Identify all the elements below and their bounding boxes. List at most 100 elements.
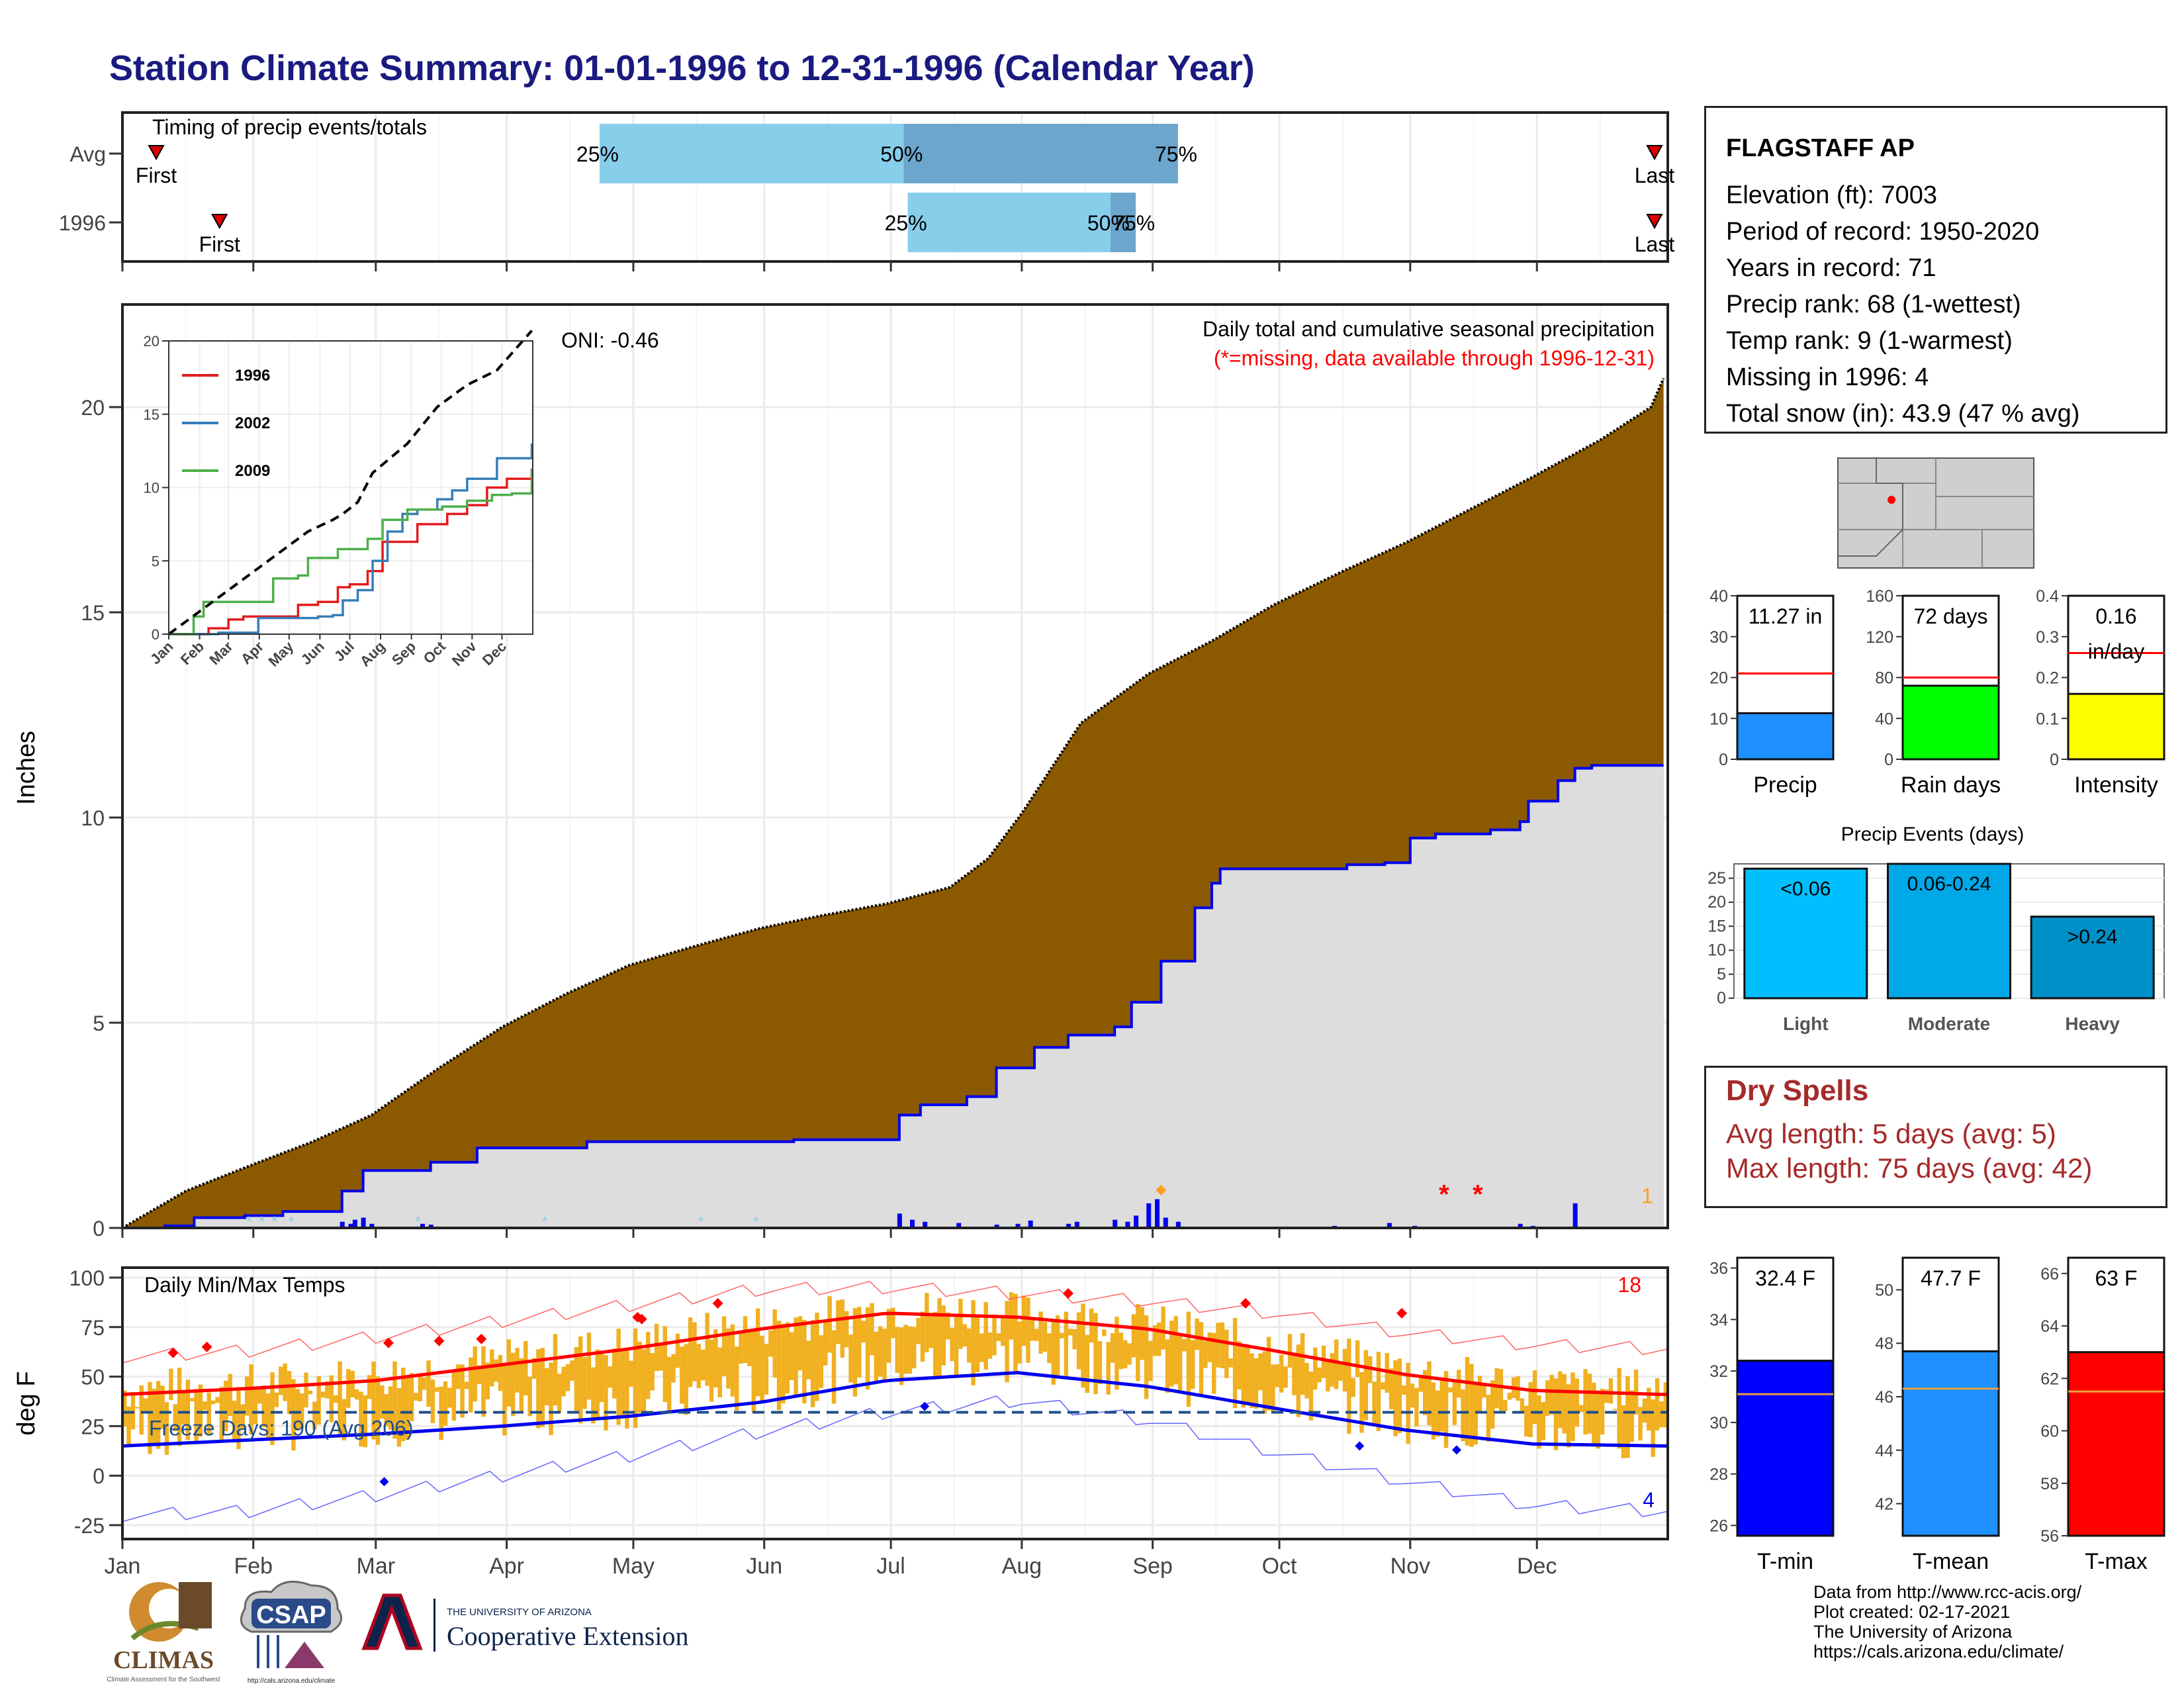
- extreme-count-label: 1: [1641, 1184, 1653, 1207]
- gauge-y-tick-label: 42: [1875, 1495, 1893, 1514]
- daily-temp-bar: [979, 1333, 984, 1362]
- daily-temp-bar: [629, 1360, 633, 1387]
- y-tick-label: 10: [81, 806, 105, 830]
- daily-temp-bar: [350, 1370, 355, 1398]
- daily-temp-bar: [1182, 1338, 1187, 1352]
- timing-first-label: First: [136, 164, 177, 187]
- daily-temp-bar: [1583, 1369, 1588, 1435]
- events-bar-label: >0.24: [2068, 926, 2118, 948]
- snow-marker: *: [542, 1213, 548, 1230]
- daily-precip-bar: [1113, 1219, 1118, 1228]
- daily-temp-bar: [451, 1369, 457, 1421]
- station-snow: Total snow (in): 43.9 (47 % avg): [1726, 400, 2080, 428]
- events-y-tick-label: 0: [1717, 989, 1726, 1008]
- daily-temp-bar: [443, 1381, 448, 1426]
- daily-temp-bar: [1532, 1370, 1537, 1425]
- daily-temp-bar: [772, 1309, 777, 1378]
- snow-marker: *: [698, 1213, 704, 1230]
- daily-temp-bar: [1659, 1401, 1664, 1428]
- daily-temp-bar: [1558, 1371, 1563, 1429]
- precip-gauges: 0 10 20 30 40 11.27 in Precip 0 40 80 120 160 72 day…: [1709, 587, 2165, 798]
- daily-temp-bar: [380, 1385, 385, 1419]
- temp-y-tick-label: 0: [93, 1464, 105, 1488]
- record-low-marker: [379, 1477, 389, 1487]
- daily-temp-bar: [1237, 1341, 1242, 1389]
- daily-temp-bar: [675, 1333, 680, 1368]
- missing-data-marker: *: [1439, 1180, 1449, 1209]
- daily-temp-bar: [135, 1407, 140, 1409]
- gauge-value-label: 72 days: [1913, 604, 1987, 628]
- record-low-marker: [1452, 1445, 1462, 1455]
- inset-x-tick-label: Apr: [238, 638, 267, 668]
- daily-temp-bar: [1136, 1303, 1140, 1382]
- daily-temp-bar: [654, 1323, 659, 1372]
- daily-temp-bar: [1304, 1362, 1309, 1399]
- daily-temp-bar: [595, 1349, 600, 1418]
- daily-temp-bar: [891, 1307, 895, 1338]
- daily-temp-bar: [405, 1376, 410, 1440]
- record-high-marker: [383, 1337, 394, 1348]
- daily-temp-bar: [1241, 1346, 1246, 1408]
- inset-legend-label: 2002: [235, 414, 270, 432]
- daily-temp-bar: [637, 1341, 642, 1413]
- gauge-label: T-mean: [1913, 1549, 1989, 1574]
- inset-y-tick-label: 0: [152, 626, 159, 643]
- gauge-y-tick-label: 0.4: [2036, 587, 2059, 606]
- daily-temp-bar: [1381, 1382, 1385, 1390]
- events-bar-label: 0.06-0.24: [1907, 873, 1991, 895]
- daily-temp-bar: [933, 1311, 938, 1377]
- daily-temp-bar: [929, 1316, 933, 1348]
- gauge-y-tick-label: 80: [1875, 669, 1893, 688]
- daily-precip-bar: [1163, 1217, 1168, 1228]
- daily-temp-bar: [253, 1386, 258, 1425]
- daily-temp-bar: [1131, 1314, 1136, 1358]
- daily-temp-bar: [810, 1320, 815, 1407]
- daily-temp-bar: [1246, 1347, 1250, 1403]
- daily-temp-bar: [333, 1395, 338, 1403]
- daily-temp-bar: [169, 1368, 173, 1400]
- daily-temp-bar: [962, 1324, 967, 1347]
- climas-logo-text: CLIMAS: [113, 1646, 214, 1674]
- daily-temp-bar: [1076, 1312, 1081, 1370]
- daily-temp-bar: [1258, 1353, 1263, 1391]
- daily-temp-bar: [1313, 1347, 1318, 1390]
- daily-temp-bar: [1363, 1350, 1369, 1421]
- daily-temp-bar: [422, 1377, 427, 1390]
- gauge-y-tick-label: 0: [1884, 751, 1893, 769]
- events-y-tick-label: 20: [1707, 893, 1726, 912]
- daily-temp-bar: [608, 1366, 613, 1388]
- daily-temp-bar: [1545, 1380, 1550, 1416]
- daily-temp-bar: [1292, 1354, 1297, 1395]
- gauge-y-tick-label: 160: [1866, 587, 1893, 606]
- timing-last-marker: [1646, 145, 1663, 161]
- daily-temp-bar: [971, 1300, 976, 1385]
- daily-temp-bar: [1211, 1333, 1216, 1394]
- daily-precip-bar: [910, 1219, 915, 1228]
- daily-temp-bar: [1608, 1378, 1614, 1404]
- daily-temp-bar: [295, 1389, 300, 1430]
- daily-temp-bar: [1266, 1336, 1271, 1411]
- record-high-marker: [476, 1333, 487, 1344]
- daily-temp-bar: [375, 1376, 381, 1445]
- daily-temp-bar: [895, 1327, 899, 1374]
- station-period: Period of record: 1950-2020: [1726, 218, 2040, 246]
- gauge-bar: [2067, 1351, 2165, 1537]
- daily-temp-bar: [1123, 1340, 1128, 1369]
- daily-temp-bar: [781, 1323, 786, 1403]
- inset-x-tick-label: Mar: [206, 638, 236, 669]
- daily-temp-bar: [1042, 1321, 1048, 1352]
- timing-last-label: Last: [1635, 164, 1675, 187]
- daily-precip-bar: [1155, 1199, 1160, 1228]
- daily-temp-bar: [802, 1319, 807, 1404]
- daily-temp-bar: [265, 1393, 271, 1439]
- csap-logo-text: CSAP: [256, 1601, 326, 1629]
- daily-temp-bar: [1068, 1329, 1073, 1336]
- daily-temp-bar: [473, 1346, 477, 1402]
- daily-temp-bar: [578, 1336, 583, 1424]
- record-low-marker: [920, 1401, 930, 1411]
- daily-temp-bar: [878, 1326, 883, 1377]
- daily-temp-bar: [1279, 1354, 1284, 1393]
- daily-temp-bar: [684, 1344, 688, 1415]
- station-years: Years in record: 71: [1726, 254, 1936, 282]
- month-label: Sep: [1132, 1554, 1173, 1579]
